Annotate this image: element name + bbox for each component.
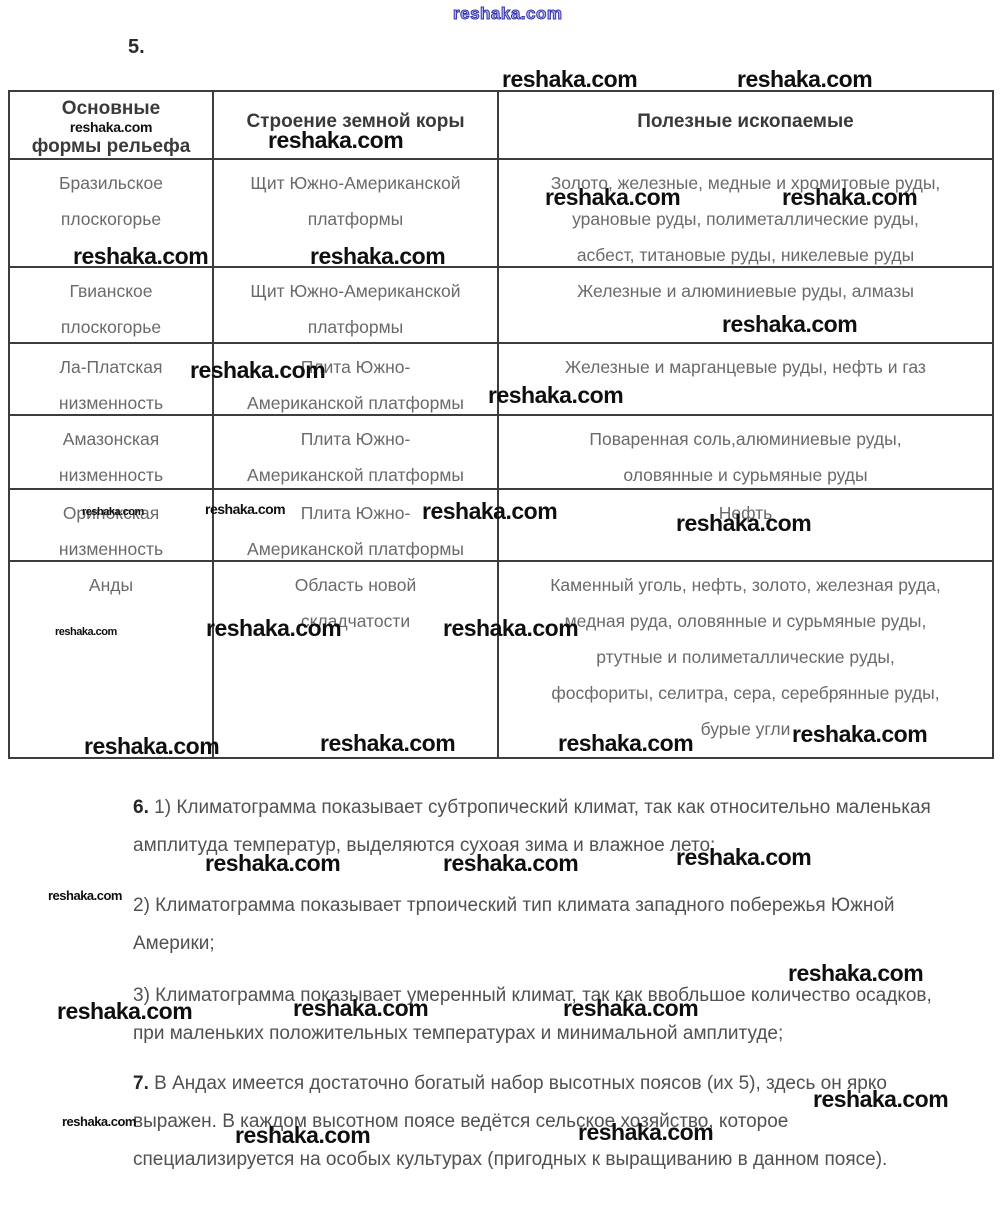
watermark: reshaka.com	[782, 184, 918, 210]
relief-table: Основные reshaka.com формы рельефа Строе…	[8, 90, 994, 759]
watermark: reshaka.com	[563, 995, 699, 1021]
table-cell-minerals: Железные и марганцевые руды, нефть и газ	[499, 344, 992, 416]
watermark: reshaka.com	[205, 850, 341, 876]
table-cell-crust: Щит Южно-Американской платформы	[214, 160, 499, 268]
table-cell-crust: Плита Южно- Американской платформы	[214, 490, 499, 562]
watermark: reshaka.com	[502, 66, 638, 92]
table-cell-relief: Бразильское плоскогорье	[10, 160, 214, 268]
table-cell-crust: Плита Южно- Американской платформы	[214, 416, 499, 490]
question-5-label: 5.	[128, 36, 145, 58]
watermark: reshaka.com	[443, 615, 579, 641]
answer-6-part-1: 6. 1) Климатограмма показывает субтропич…	[133, 789, 935, 865]
table-cell-relief: Гвианское плоскогорье	[10, 268, 214, 344]
watermark: reshaka.com	[722, 311, 858, 337]
watermark: reshaka.com	[57, 998, 193, 1024]
watermark: reshaka.com	[190, 357, 326, 383]
table-cell-minerals: Каменный уголь, нефть, золото, железная …	[550, 575, 941, 739]
watermark: reshaka.com	[422, 498, 558, 524]
watermark: reshaka.com	[82, 506, 144, 518]
watermark: reshaka.com	[320, 730, 456, 756]
question-6-label: 6.	[133, 797, 149, 818]
watermark: reshaka.com	[452, 4, 563, 24]
watermark: reshaka.com	[84, 733, 220, 759]
watermark: reshaka.com	[62, 1114, 137, 1129]
table-cell-relief: Оринокская низменность	[10, 490, 214, 562]
watermark: reshaka.com	[578, 1119, 714, 1145]
table-header-relief: Основные reshaka.com формы рельефа	[10, 92, 214, 160]
watermark: reshaka.com	[73, 243, 209, 269]
watermark: reshaka.com	[792, 721, 928, 747]
watermark: reshaka.com	[545, 184, 681, 210]
table-cell-minerals: Золото, железные, медные и хромитовые ру…	[499, 160, 992, 268]
table-cell-minerals: Железные и алюминиевые руды, алмазы	[499, 268, 992, 344]
table-header-crust: Строение земной коры	[214, 92, 499, 160]
watermark: reshaka.com	[676, 510, 812, 536]
question-7-label: 7.	[133, 1073, 149, 1094]
watermark: reshaka.com	[488, 382, 624, 408]
table-cell-minerals: Поваренная соль,алюминиевые руды, оловян…	[499, 416, 992, 490]
table-cell-crust: Щит Южно-Американской платформы	[214, 268, 499, 344]
answer-7: 7. В Андах имеется достаточно богатый на…	[133, 1065, 935, 1179]
answer-text: В Андах имеется достаточно богатый набор…	[133, 1073, 888, 1170]
table-cell-relief: Ла-Платская низменность	[10, 344, 214, 416]
table-cell-relief: Анды	[10, 562, 214, 757]
table-cell-minerals: Нефть	[499, 490, 992, 562]
watermark: reshaka.com	[676, 844, 812, 870]
answer-text: 3) Климатограмма показывает умеренный кл…	[133, 985, 932, 1044]
watermark: reshaka.com	[293, 995, 429, 1021]
watermark: reshaka.com	[235, 1122, 371, 1148]
header-line: Основные	[61, 98, 161, 119]
header-line: формы рельефа	[31, 136, 191, 157]
table-cell-relief: Амазонская низменность	[10, 416, 214, 490]
watermark: reshaka.com	[310, 243, 446, 269]
answer-text: 1) Климатограмма показывает субтропическ…	[133, 797, 931, 856]
watermark: reshaka.com	[55, 626, 117, 638]
watermark: reshaka.com	[69, 119, 153, 135]
watermark: reshaka.com	[268, 127, 404, 153]
watermark: reshaka.com	[788, 960, 924, 986]
watermark: reshaka.com	[443, 850, 579, 876]
answer-6-part-3: 3) Климатограмма показывает умеренный кл…	[133, 977, 935, 1053]
watermark: reshaka.com	[813, 1086, 949, 1112]
table-cell-crust: Область новой складчатости	[214, 562, 499, 757]
answer-text: 2) Климатограмма показывает трпоический …	[133, 895, 895, 954]
answer-6-part-2: 2) Климатограмма показывает трпоический …	[133, 887, 935, 963]
watermark: reshaka.com	[737, 66, 873, 92]
watermark: reshaka.com	[206, 615, 342, 641]
table-header-minerals: Полезные ископаемые	[499, 92, 992, 160]
table-cell-crust: Плита Южно- Американской платформы	[214, 344, 499, 416]
watermark: reshaka.com	[205, 501, 286, 517]
watermark: reshaka.com	[558, 730, 694, 756]
watermark: reshaka.com	[48, 888, 123, 903]
